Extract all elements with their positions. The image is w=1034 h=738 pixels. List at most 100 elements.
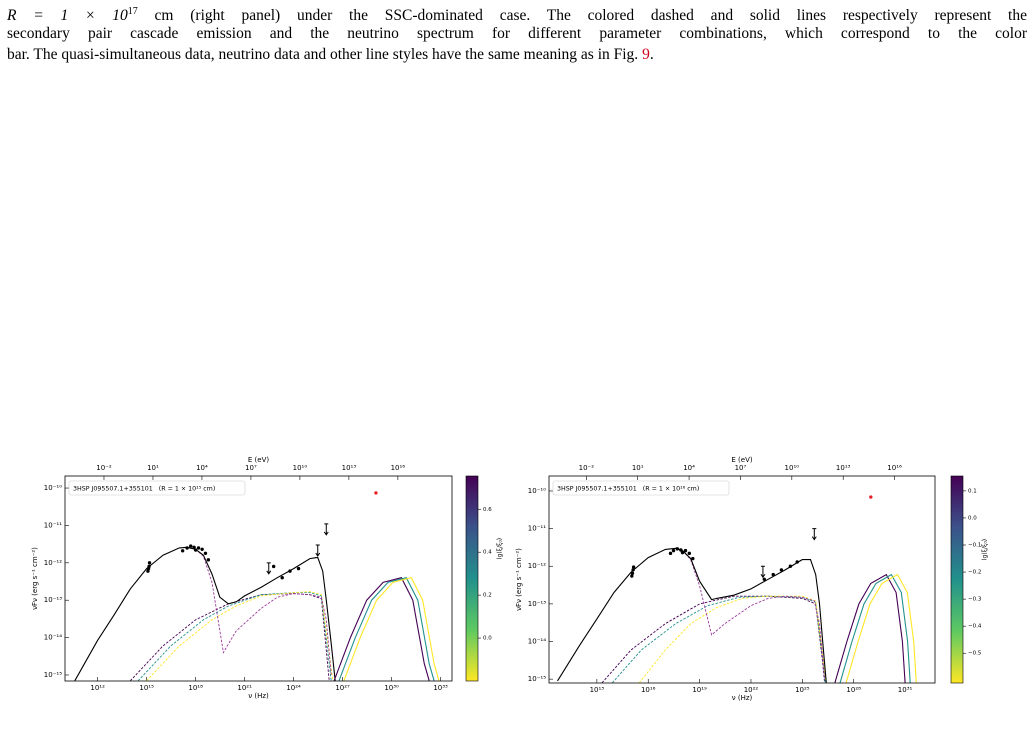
y-tick-label: 10⁻¹⁴ — [44, 634, 62, 642]
y-tick-label: 10⁻¹³ — [44, 596, 62, 604]
data-point — [189, 544, 193, 548]
plot-frame — [548, 475, 936, 684]
data-point — [271, 564, 276, 569]
x-axis-label: ν (Hz) — [248, 692, 269, 700]
x2-tick-label: 10¹⁰ — [785, 464, 800, 472]
cascade-line — [137, 592, 332, 681]
y-axis-label: νFν (erg s⁻¹ cm⁻²) — [31, 547, 39, 610]
y-axis-label: νFν (erg s⁻¹ cm⁻²) — [515, 548, 523, 611]
x-tick-label: 10²² — [744, 686, 759, 694]
data-point — [280, 575, 284, 580]
upper-limit — [811, 528, 817, 541]
plot-frame — [64, 475, 453, 682]
x2-tick-label: 10⁻² — [96, 464, 112, 472]
data-point — [147, 564, 151, 569]
data-point — [196, 546, 201, 550]
caption-text: bar. The quasi-simultaneous data, neutri… — [7, 46, 643, 63]
x2-tick-label: 10¹³ — [836, 464, 851, 472]
colorbar-label: lg(ξ/ξ₀) — [982, 539, 989, 560]
data-point — [203, 551, 208, 555]
colorbar-tick-label: 0.0 — [968, 515, 977, 521]
x2-tick-label: 10⁷ — [735, 464, 747, 472]
data-point — [180, 549, 185, 553]
colorbar-tick-label: 0.4 — [483, 550, 492, 556]
colorbar-tick-label: 0.1 — [968, 488, 977, 494]
data-point — [788, 564, 793, 568]
y-tick-label: 10⁻¹⁵ — [528, 675, 546, 683]
x2-tick-label: 10¹⁶ — [391, 464, 406, 472]
x-tick-label: 10¹² — [90, 684, 105, 692]
data-point — [288, 569, 292, 573]
upper-limit — [266, 562, 272, 575]
data-point — [683, 548, 688, 553]
colorbar-tick-label: −0.4 — [968, 624, 982, 630]
model-line — [333, 577, 430, 681]
x-tick-label: 10²⁴ — [286, 684, 301, 692]
caption-text: secondary pair cascade emission and the … — [7, 25, 1027, 42]
caption-math: R = 1 × 10 — [7, 7, 128, 25]
x-tick-label: 10¹⁶ — [641, 686, 656, 694]
figure-ref[interactable]: 9 — [642, 46, 650, 63]
data-point — [691, 556, 695, 561]
x-tick-label: 10¹⁸ — [188, 684, 203, 692]
colorbar-tick-label: −0.5 — [968, 651, 982, 657]
colorbar-tick-label: 0.0 — [483, 636, 492, 642]
annotation-box — [552, 480, 730, 496]
y-tick-label: 10⁻¹⁰ — [44, 484, 62, 492]
data-point — [675, 547, 680, 551]
y-tick-label: 10⁻¹⁰ — [528, 487, 546, 495]
caption-line: bar. The quasi-simultaneous data, neutri… — [7, 45, 1027, 65]
colorbar-tick-label: 0.6 — [483, 507, 492, 513]
x-tick-label: 10³⁰ — [384, 684, 399, 692]
colorbar-tick-label: 0.2 — [483, 593, 492, 599]
x-axis-label: ν (Hz) — [732, 694, 753, 702]
colorbar — [950, 475, 964, 684]
cascade-line — [638, 595, 827, 683]
y-tick-label: 10⁻¹⁴ — [528, 638, 546, 646]
model-line — [557, 547, 827, 683]
caption-line: secondary pair cascade emission and the … — [7, 24, 1027, 44]
plot-area — [557, 495, 917, 683]
data-point — [630, 571, 635, 575]
y-tick-label: 10⁻¹² — [528, 562, 546, 570]
colorbar — [465, 475, 479, 682]
data-point — [192, 545, 196, 550]
colorbar-label: lg(ξ/ξ₀) — [497, 538, 504, 559]
y-tick-label: 10⁻¹¹ — [44, 521, 62, 529]
model-line — [834, 573, 906, 683]
cascade-line — [682, 550, 826, 680]
data-point — [185, 546, 189, 550]
model-line — [839, 573, 911, 683]
upper-limit — [315, 544, 321, 557]
colorbar-tick-label: −0.3 — [968, 597, 982, 603]
data-point — [631, 565, 636, 569]
model-line — [845, 573, 917, 683]
x-tick-label: 10³³ — [433, 684, 448, 692]
data-point — [687, 551, 691, 556]
data-point — [206, 558, 211, 562]
x-tick-label: 10³¹ — [898, 686, 913, 694]
y-tick-label: 10⁻¹¹ — [528, 525, 546, 533]
x2-axis-label: E (eV) — [248, 456, 269, 464]
x2-tick-label: 10⁻² — [579, 464, 595, 472]
data-point — [671, 548, 676, 553]
data-point — [668, 551, 673, 556]
model-line — [74, 546, 336, 681]
model-line — [338, 577, 435, 681]
x2-tick-label: 10⁴ — [196, 464, 208, 472]
caption-text: . — [649, 46, 654, 63]
cascade-line — [195, 548, 332, 676]
x-tick-label: 10²⁵ — [795, 686, 810, 694]
x2-tick-label: 10¹ — [147, 464, 159, 472]
data-point — [147, 561, 152, 565]
data-point — [631, 568, 635, 572]
x2-tick-label: 10¹⁰ — [293, 464, 308, 472]
model-line — [343, 577, 440, 681]
x-tick-label: 10¹³ — [590, 686, 605, 694]
y-tick-label: 10⁻¹³ — [528, 600, 546, 608]
plot-area — [74, 491, 440, 681]
colorbar-tick-label: −0.2 — [968, 570, 981, 576]
data-point — [296, 566, 301, 571]
